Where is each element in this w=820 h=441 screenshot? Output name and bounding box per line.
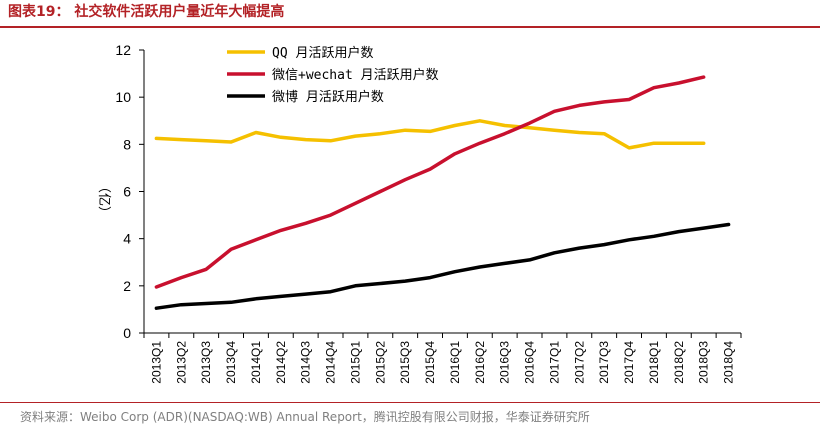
y-tick-label: 4 (123, 231, 131, 247)
series-line-3 (154, 222, 731, 310)
source-note: 资料来源：Weibo Corp (ADR)(NASDAQ:WB) Annual … (20, 410, 590, 424)
y-tick-label: 12 (115, 42, 131, 58)
x-tick-label: 2013Q1 (149, 341, 163, 384)
x-tick-label: 2016Q2 (473, 341, 487, 384)
x-tick-label: 2015Q2 (373, 341, 387, 384)
title-divider (0, 26, 820, 28)
figure-title: 图表19： 社交软件活跃用户量近年大幅提高 (8, 4, 285, 20)
x-tick-label: 2017Q1 (547, 341, 561, 384)
x-tick-label: 2013Q4 (224, 341, 238, 384)
x-tick-label: 2013Q2 (174, 341, 188, 384)
x-tick-label: 2018Q4 (722, 341, 736, 384)
x-tick-label: 2014Q1 (249, 341, 263, 384)
y-tick-label: 6 (123, 184, 131, 200)
x-tick-label: 2018Q1 (647, 341, 661, 384)
x-tick-label: 2014Q3 (299, 341, 313, 384)
x-tick-label: 2014Q4 (324, 341, 338, 384)
legend-label-1: QQ 月活跃用户数 (272, 45, 373, 61)
chart-axes (143, 50, 741, 334)
x-tick-label: 2017Q4 (622, 341, 636, 384)
y-axis-label: （亿） (96, 180, 111, 219)
x-tick-label: 2017Q3 (597, 341, 611, 384)
x-tick-label: 2016Q3 (498, 341, 512, 384)
source-divider (0, 402, 820, 403)
legend-label-2: 微信+wechat 月活跃用户数 (272, 67, 439, 83)
chart-series (154, 75, 731, 310)
x-tick-label: 2013Q3 (199, 341, 213, 384)
x-tick-label: 2016Q1 (448, 341, 462, 384)
y-tick-label: 8 (123, 136, 131, 152)
x-tick-label: 2018Q2 (672, 341, 686, 384)
x-tick-label: 2015Q4 (423, 341, 437, 384)
x-tick-label: 2018Q3 (697, 341, 711, 384)
y-tick-label: 10 (115, 89, 131, 105)
x-tick-label: 2016Q4 (523, 341, 537, 384)
x-tick-label: 2014Q2 (274, 341, 288, 384)
legend-label-3: 微博 月活跃用户数 (272, 89, 384, 105)
chart-ticks: 0 2 4 6 8 10 12 2013Q1 2013Q2 2013Q3 2013Q4 2014Q1 2… (115, 42, 742, 384)
x-tick-label: 2015Q1 (348, 341, 362, 384)
x-tick-label: 2017Q2 (572, 341, 586, 384)
y-tick-label: 0 (123, 325, 131, 341)
series-line-2 (154, 75, 706, 289)
x-tick-label: 2015Q3 (398, 341, 412, 384)
series-line-1 (154, 119, 706, 150)
y-tick-label: 2 (123, 278, 131, 294)
